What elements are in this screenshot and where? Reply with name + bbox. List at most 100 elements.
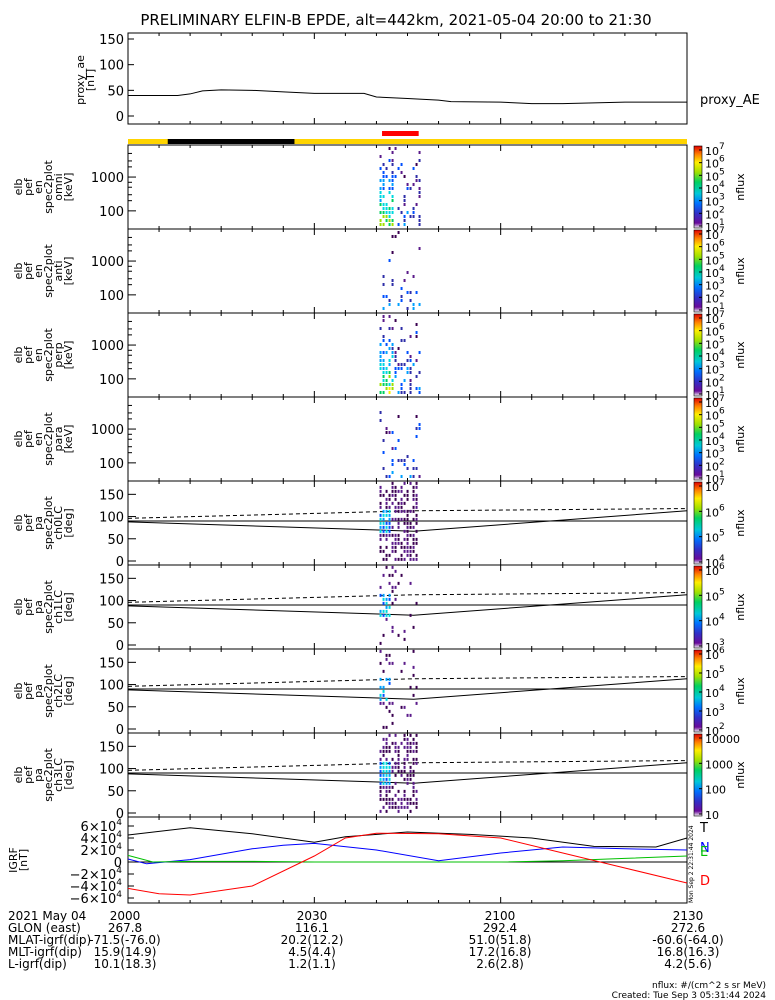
spectrogram-pixel bbox=[406, 541, 409, 545]
footer-cell: -60.6(-64.0) bbox=[652, 933, 723, 947]
spectrogram-pixel bbox=[406, 455, 409, 458]
spectrogram-pixel bbox=[415, 553, 418, 557]
spectrogram-pixel bbox=[388, 505, 391, 509]
spectrogram-pixel bbox=[415, 323, 418, 326]
spectrogram-pixel bbox=[400, 557, 403, 561]
y-label-line: pef bbox=[22, 681, 35, 700]
spectrogram-pixel bbox=[412, 537, 415, 541]
spectrogram-pixel bbox=[409, 187, 412, 190]
spectrogram-pixel bbox=[391, 797, 394, 801]
spectrogram-pixel bbox=[403, 363, 406, 366]
y-label-line: elb bbox=[12, 431, 25, 448]
colorbar-tick-label: 1000 bbox=[705, 758, 733, 771]
spectrogram-pixel bbox=[418, 427, 421, 430]
spectrogram-pixel bbox=[397, 509, 400, 513]
colorbar-tick-label-base: 10 bbox=[705, 706, 719, 719]
spectrogram-pixel bbox=[415, 789, 418, 793]
spectrogram-pixel bbox=[385, 383, 388, 386]
spectrogram-pixel bbox=[409, 525, 412, 529]
spectrogram-pixel bbox=[382, 633, 385, 637]
spectrogram-pixel bbox=[394, 781, 397, 785]
colorbar-tick-label-exp: 4 bbox=[719, 613, 725, 623]
spectrogram-pixel bbox=[397, 505, 400, 509]
spectrogram-pixel bbox=[409, 809, 412, 813]
spectrogram-pixel bbox=[406, 513, 409, 517]
spectrogram-pixel bbox=[409, 613, 412, 617]
y-label-line: perp bbox=[52, 342, 65, 367]
spectrogram-pixel bbox=[403, 203, 406, 206]
colorbar-tick-label-exp: 6 bbox=[719, 239, 725, 249]
spectrogram-pixel bbox=[409, 557, 412, 561]
spectrogram-pixel bbox=[385, 653, 388, 657]
spectrogram-pixel bbox=[400, 367, 403, 370]
spectrogram-pixel bbox=[388, 769, 391, 773]
colorbar-tick-label: 102 bbox=[705, 457, 725, 473]
y-tick-label: 150 bbox=[99, 656, 124, 671]
colorbar-tick-label-exp: 4 bbox=[719, 348, 725, 358]
colorbar-ch0LC bbox=[693, 481, 703, 565]
spectrogram-pixel bbox=[409, 769, 412, 773]
spectrogram-pixel bbox=[385, 801, 388, 805]
spectrogram-pixel bbox=[397, 749, 400, 753]
spectrogram-pixel bbox=[385, 529, 388, 533]
spectrogram-pixel bbox=[391, 195, 394, 198]
spectrogram-pixel bbox=[397, 769, 400, 773]
spectrogram-pixel bbox=[403, 493, 406, 497]
colorbar-tick-label-base: 10 bbox=[705, 641, 719, 654]
spectrogram-pixel bbox=[385, 431, 388, 434]
spectrogram-pixel bbox=[382, 601, 385, 605]
spectrogram-pixel bbox=[403, 797, 406, 801]
y-tick-label: 4×104 bbox=[81, 830, 123, 847]
spectrogram-pixel bbox=[403, 529, 406, 533]
colorbar-tick-label-exp: 3 bbox=[719, 703, 725, 713]
spectrogram-pixel bbox=[415, 529, 418, 533]
spectrogram-pixel bbox=[391, 207, 394, 210]
spectrogram-pixel bbox=[382, 613, 385, 617]
colorbar-tick-label-base: 10 bbox=[705, 557, 719, 570]
spectrogram-pixel bbox=[379, 677, 382, 681]
spectrogram-pixel bbox=[379, 199, 382, 202]
spectrogram-pixel bbox=[391, 573, 394, 577]
spectrogram-pixel bbox=[397, 391, 400, 394]
spectrogram-pixel bbox=[403, 521, 406, 525]
spectrogram-pixel bbox=[409, 549, 412, 553]
spectrogram-pixel bbox=[379, 411, 382, 414]
spectrogram-pixel bbox=[385, 295, 388, 298]
spectrogram-pixel bbox=[397, 757, 400, 761]
y-tick-label: 1000 bbox=[91, 171, 124, 186]
spectrogram-pixel bbox=[382, 183, 385, 186]
spectrogram-pixel bbox=[382, 777, 385, 781]
colorbar-tick-label-base: 10 bbox=[705, 242, 719, 255]
spectrogram-pixel bbox=[412, 215, 415, 218]
spectrogram-pixel bbox=[415, 163, 418, 166]
loss-cone-line bbox=[127, 678, 688, 700]
spectrogram-pixel bbox=[385, 677, 388, 681]
spectrogram-pixel bbox=[388, 299, 391, 302]
colorbar-tick-label: 10000 bbox=[705, 733, 740, 746]
y-label-line: [keV] bbox=[62, 341, 75, 370]
spectrogram-pixel bbox=[394, 235, 397, 238]
y-tick-label-base: 0 bbox=[114, 856, 122, 871]
spectrogram-pixel bbox=[394, 351, 397, 354]
spectrogram-pixel bbox=[412, 761, 415, 765]
spectrogram-pixel bbox=[403, 195, 406, 198]
spectrogram-pixel bbox=[391, 151, 394, 154]
spectrogram-pixel bbox=[391, 351, 394, 354]
colorbar-tick-label-base: 10 bbox=[705, 376, 719, 389]
y-label-line: [deg] bbox=[62, 760, 75, 789]
spectrogram-pixel bbox=[385, 533, 388, 537]
colorbar-tick-label: 105 bbox=[705, 665, 725, 681]
spectrogram-pixel bbox=[391, 471, 394, 474]
y-tick-label: 150 bbox=[99, 488, 124, 503]
spectrogram-pixel bbox=[379, 769, 382, 773]
colorbar-tick-label-exp: 6 bbox=[719, 503, 725, 513]
spectrogram-pixel bbox=[388, 497, 391, 501]
spectrogram-pixel bbox=[397, 207, 400, 210]
spectrogram-pixel bbox=[406, 529, 409, 533]
y-tick-label-base: −4×10 bbox=[70, 880, 117, 895]
spectrogram-pixel bbox=[382, 375, 385, 378]
y-label-line: spec2plot bbox=[42, 496, 55, 550]
spectrogram-pixel bbox=[388, 363, 391, 366]
proxy-ae-line bbox=[128, 89, 687, 105]
spectrogram-pixel bbox=[388, 219, 391, 222]
